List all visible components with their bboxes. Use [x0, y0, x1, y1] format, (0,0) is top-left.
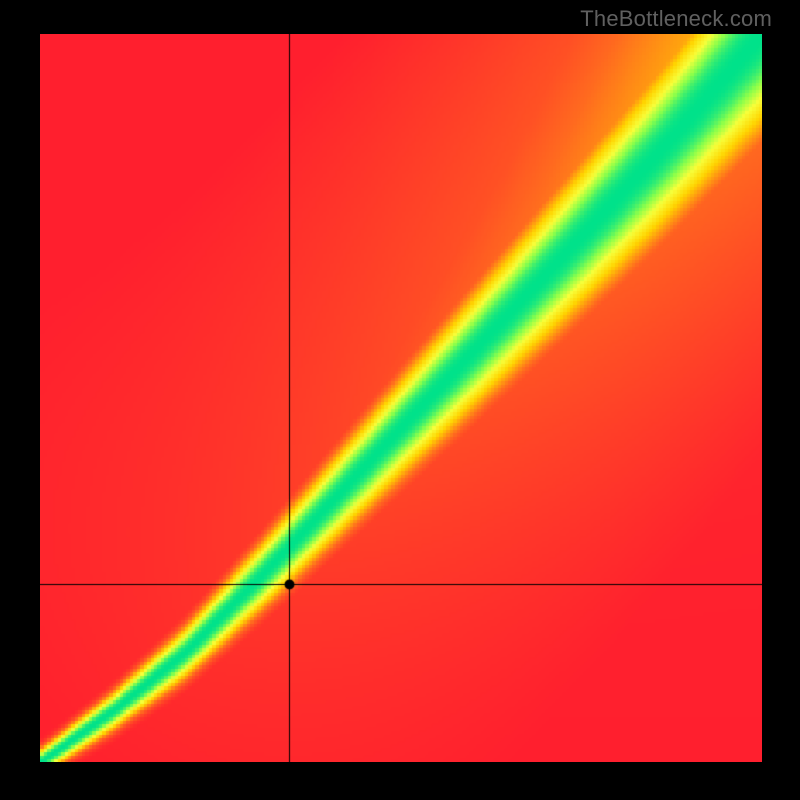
heatmap-plot [40, 34, 762, 762]
watermark-text: TheBottleneck.com [580, 6, 772, 32]
heatmap-canvas [40, 34, 762, 762]
chart-frame: TheBottleneck.com [0, 0, 800, 800]
